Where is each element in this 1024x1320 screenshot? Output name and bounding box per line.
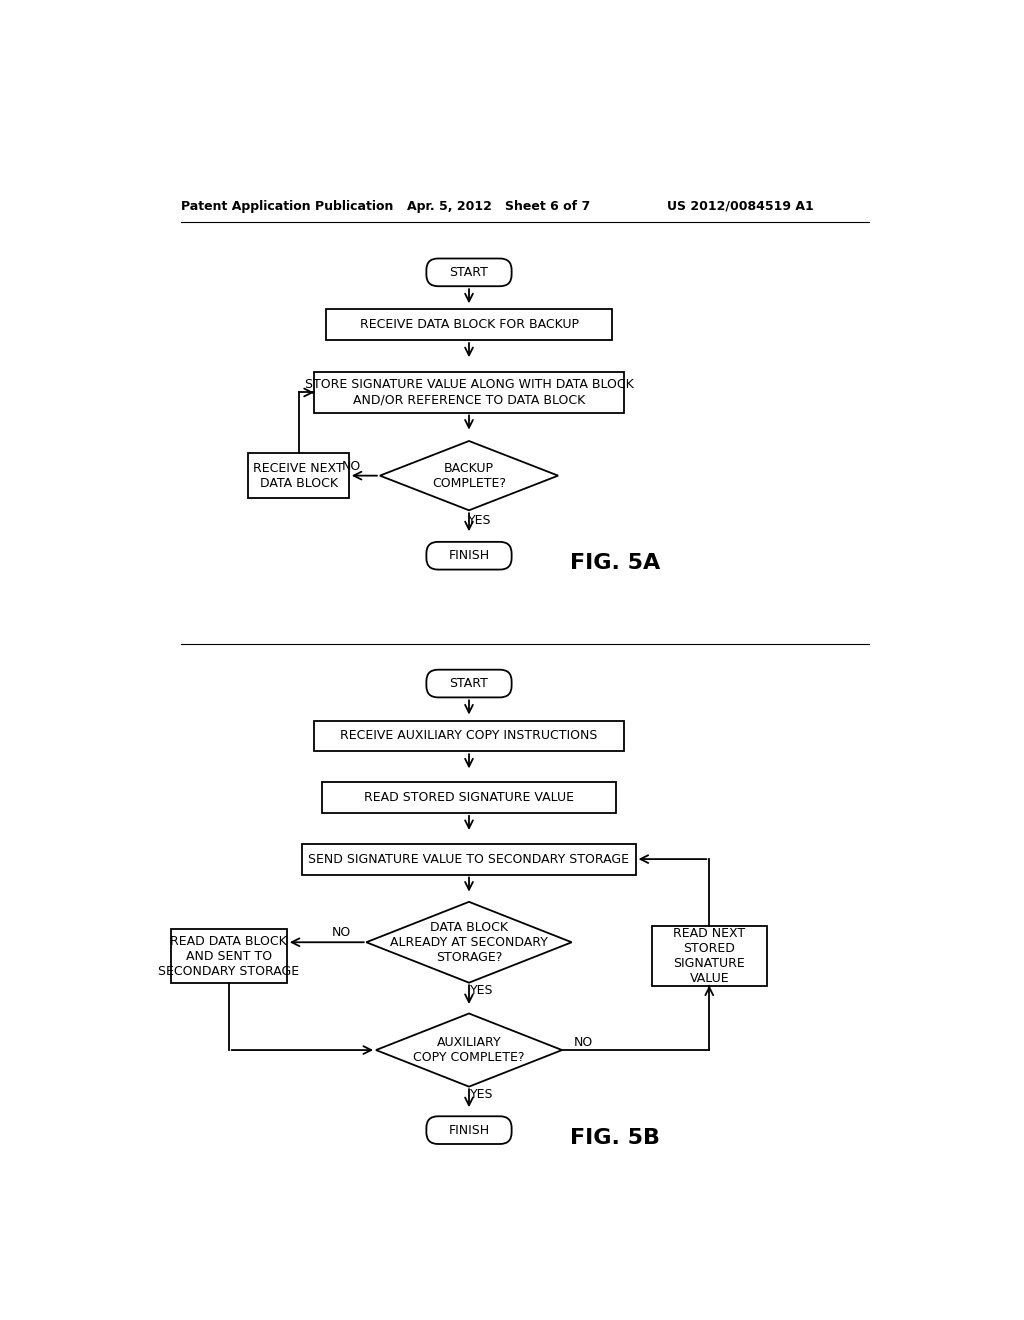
Polygon shape <box>376 1014 562 1086</box>
Text: FIG. 5A: FIG. 5A <box>569 553 660 573</box>
FancyBboxPatch shape <box>426 669 512 697</box>
Bar <box>314 372 624 412</box>
Text: NO: NO <box>574 1036 593 1049</box>
Text: RECEIVE NEXT
DATA BLOCK: RECEIVE NEXT DATA BLOCK <box>253 462 344 490</box>
Text: DATA BLOCK
ALREADY AT SECONDARY
STORAGE?: DATA BLOCK ALREADY AT SECONDARY STORAGE? <box>390 921 548 964</box>
Text: FIG. 5B: FIG. 5B <box>569 1127 659 1148</box>
Text: Patent Application Publication: Patent Application Publication <box>180 199 393 213</box>
Bar <box>171 929 287 983</box>
FancyBboxPatch shape <box>426 543 512 570</box>
Text: READ DATA BLOCK
AND SENT TO
SECONDARY STORAGE: READ DATA BLOCK AND SENT TO SECONDARY ST… <box>158 935 299 978</box>
Text: READ STORED SIGNATURE VALUE: READ STORED SIGNATURE VALUE <box>364 791 574 804</box>
Text: STORE SIGNATURE VALUE ALONG WITH DATA BLOCK
AND/OR REFERENCE TO DATA BLOCK: STORE SIGNATURE VALUE ALONG WITH DATA BL… <box>304 379 634 407</box>
Polygon shape <box>367 902 571 982</box>
Bar <box>326 309 612 341</box>
Text: FINISH: FINISH <box>449 1123 489 1137</box>
Text: YES: YES <box>470 1088 494 1101</box>
Text: YES: YES <box>468 513 492 527</box>
Text: Apr. 5, 2012   Sheet 6 of 7: Apr. 5, 2012 Sheet 6 of 7 <box>407 199 590 213</box>
Text: AUXILIARY
COPY COMPLETE?: AUXILIARY COPY COMPLETE? <box>414 1036 524 1064</box>
Bar <box>322 781 616 813</box>
Bar <box>652 927 767 986</box>
FancyBboxPatch shape <box>426 259 512 286</box>
Text: RECEIVE DATA BLOCK FOR BACKUP: RECEIVE DATA BLOCK FOR BACKUP <box>359 318 579 331</box>
Text: FINISH: FINISH <box>449 549 489 562</box>
Bar <box>302 843 636 875</box>
Text: YES: YES <box>470 983 494 997</box>
Bar <box>314 721 624 751</box>
Text: NO: NO <box>332 925 351 939</box>
Polygon shape <box>380 441 558 511</box>
FancyBboxPatch shape <box>426 1117 512 1144</box>
Text: START: START <box>450 677 488 690</box>
Text: START: START <box>450 265 488 279</box>
Text: READ NEXT
STORED
SIGNATURE
VALUE: READ NEXT STORED SIGNATURE VALUE <box>673 927 745 985</box>
Text: RECEIVE AUXILIARY COPY INSTRUCTIONS: RECEIVE AUXILIARY COPY INSTRUCTIONS <box>340 730 598 742</box>
Text: SEND SIGNATURE VALUE TO SECONDARY STORAGE: SEND SIGNATURE VALUE TO SECONDARY STORAG… <box>308 853 630 866</box>
Bar <box>248 453 349 498</box>
Text: BACKUP
COMPLETE?: BACKUP COMPLETE? <box>432 462 506 490</box>
Text: NO: NO <box>342 459 360 473</box>
Text: US 2012/0084519 A1: US 2012/0084519 A1 <box>667 199 813 213</box>
